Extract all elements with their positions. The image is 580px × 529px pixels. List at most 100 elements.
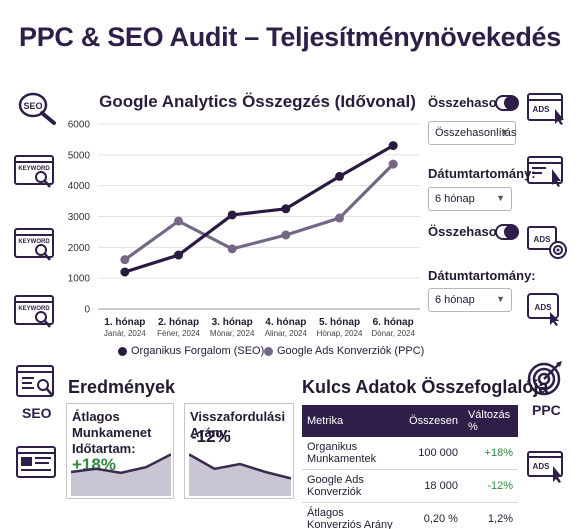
date-range-select-value-2: 6 hónap <box>435 294 475 306</box>
data-point <box>227 244 237 254</box>
y-tick-label: 6000 <box>68 120 91 131</box>
data-point <box>281 204 291 214</box>
compare-label: Összehason <box>428 95 505 110</box>
keyword-browser-icon: KEYWORD <box>14 155 56 189</box>
svg-text:KEYWORD: KEYWORD <box>18 239 50 245</box>
line-chart: 0 1000 2000 3000 4000 5000 6000 1. hónapJanár, … <box>68 120 420 338</box>
legend-marker-ppc <box>264 347 273 356</box>
ads-click-icon: ADS <box>526 92 568 126</box>
x-tick-label: 4. hónap <box>265 317 306 328</box>
change-cell: +18% <box>462 437 518 470</box>
ads-click-icon: ADS <box>526 450 568 484</box>
col-total: Összesen <box>404 405 463 437</box>
summary-table: Metrika Összesen Változás % Organikus Mu… <box>302 405 518 529</box>
chart-title: Google Analytics Összegzés (Idővonal) <box>99 92 416 111</box>
table-row: Átlagos Konverziós Arány 0,20 % 1,2% <box>302 502 518 529</box>
data-point <box>335 213 344 223</box>
x-tick-sublabel: Fèner, 2024 <box>157 329 200 338</box>
toggle-knob <box>504 96 518 110</box>
compare-select-value: Összehasonlítás <box>435 127 517 139</box>
date-range-select[interactable]: 6 hónap ▼ <box>428 187 512 211</box>
bounce-rate-value: -12% <box>191 427 231 446</box>
y-tick-label: 4000 <box>68 181 91 192</box>
data-point <box>174 216 183 226</box>
y-tick-label: 2000 <box>68 243 91 254</box>
compare-label-2: Összehason <box>428 224 505 239</box>
svg-text:ADS: ADS <box>534 235 552 244</box>
keyword-browser-icon: KEYWORD <box>14 228 56 262</box>
sparkline-line <box>189 453 291 480</box>
series-line <box>123 162 395 261</box>
total-cell: 100 000 <box>404 437 463 470</box>
data-point <box>120 255 130 265</box>
toggle-knob <box>504 225 518 239</box>
results-heading: Eredmények <box>68 377 176 397</box>
table-row: Organikus Munkamentek 100 000 +18% <box>302 437 518 470</box>
data-point <box>388 141 398 151</box>
compare-toggle[interactable] <box>495 95 519 111</box>
svg-text:ADS: ADS <box>535 303 553 312</box>
ads-cursor-icon <box>526 155 568 189</box>
session-duration-card: Átlagos Munkamenet Időtartam: +18% <box>66 403 174 499</box>
change-cell: 1,2% <box>462 502 518 529</box>
svg-text:SEO: SEO <box>23 101 42 111</box>
table-header-row: Metrika Összesen Változás % <box>302 405 518 437</box>
legend-label-seo: Organikus Forgalom (SEO) <box>131 345 265 357</box>
seo-label: SEO <box>22 405 52 421</box>
page-title: PPC & SEO Audit – Teljesítménynövekedés <box>19 22 561 52</box>
col-change: Változás % <box>462 405 518 437</box>
x-tick-label: 5. hónap <box>319 317 360 328</box>
svg-text:KEYWORD: KEYWORD <box>18 166 50 172</box>
data-point <box>388 159 398 169</box>
sparkline-area <box>71 454 171 496</box>
session-duration-text: Átlagos Munkamenet Időtartam: <box>72 409 152 456</box>
chevron-down-icon: ▼ <box>500 127 509 137</box>
session-duration-label: Átlagos Munkamenet Időtartam: +18% <box>72 409 172 474</box>
chevron-down-icon: ▼ <box>496 294 505 304</box>
metric-cell: Google Ads Konverziók <box>302 469 405 503</box>
x-tick-sublabel: Hònap, 2024 <box>317 329 363 338</box>
browser-window-icon <box>16 446 58 480</box>
data-point <box>335 171 344 181</box>
date-range-select-value: 6 hónap <box>435 193 475 205</box>
session-duration-sparkline <box>71 453 171 496</box>
svg-text:KEYWORD: KEYWORD <box>18 306 50 312</box>
ads-target-icon: ADS <box>526 225 568 259</box>
series-line <box>124 144 394 274</box>
x-tick-label: 6. hónap <box>373 317 414 328</box>
ads-pointer-icon: ADS <box>526 292 568 326</box>
bounce-rate-label: Visszafordulási Arány: <box>190 409 286 440</box>
data-point <box>174 250 183 260</box>
date-range-label: Dátumtartomány: <box>428 166 536 181</box>
date-range-label-2: Dátumtartomány: <box>428 268 536 283</box>
seo-browser-icon <box>16 365 58 399</box>
svg-text:ADS: ADS <box>533 105 551 114</box>
compare-toggle-2[interactable] <box>495 224 519 240</box>
table-row: Google Ads Konverziók 18 000 -12% <box>302 469 518 503</box>
keyword-browser-icon: KEYWORD <box>14 295 56 329</box>
metric-cell: Organikus Munkamentek <box>302 437 405 470</box>
seo-magnifier-icon: SEO <box>18 92 60 126</box>
session-duration-value: +18% <box>72 455 116 474</box>
compare-select[interactable]: Összehasonlítás ▼ <box>428 121 516 145</box>
sparkline-area <box>189 454 291 496</box>
y-tick-label: 0 <box>84 305 90 316</box>
x-tick-label: 1. hónap <box>104 317 145 328</box>
data-point <box>281 230 291 240</box>
x-tick-sublabel: Janár, 2024 <box>104 329 146 338</box>
total-cell: 0,20 % <box>404 502 463 529</box>
x-tick-label: 3. hónap <box>212 317 253 328</box>
sparkline-line <box>71 453 171 475</box>
data-point <box>227 210 237 220</box>
col-metric: Metrika <box>302 405 405 437</box>
y-tick-label: 3000 <box>68 212 91 223</box>
bounce-rate-sparkline <box>189 453 291 496</box>
svg-text:ADS: ADS <box>533 462 551 471</box>
bounce-rate-card: Visszafordulási Arány: -12% <box>184 403 294 499</box>
change-cell: -12% <box>462 469 518 503</box>
data-point <box>120 267 130 277</box>
summary-heading: Kulcs Adatok Összefoglalója <box>302 377 549 397</box>
date-range-select-2[interactable]: 6 hónap ▼ <box>428 288 512 312</box>
x-tick-sublabel: Alinar, 2024 <box>265 329 308 338</box>
x-tick-sublabel: Mònar, 2024 <box>210 329 255 338</box>
